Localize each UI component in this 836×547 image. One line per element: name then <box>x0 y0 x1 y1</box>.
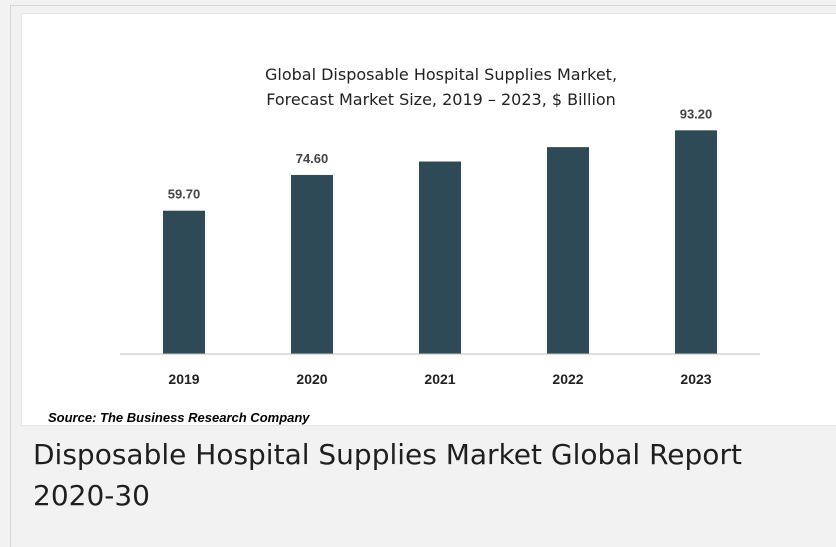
data-labels: 59.70 74.60 93.20 <box>168 106 713 201</box>
data-label-2019: 59.70 <box>168 187 201 202</box>
x-tick-2022: 2022 <box>552 371 583 387</box>
chart-title-line: Forecast Market Size, 2019 – 2023, $ Bil… <box>266 90 616 109</box>
bars <box>163 130 717 354</box>
chart-container: Global Disposable Hospital Supplies Mark… <box>21 13 836 426</box>
x-tick-2019: 2019 <box>168 371 199 387</box>
x-tick-2020: 2020 <box>296 371 327 387</box>
data-label-2023: 93.20 <box>680 106 713 121</box>
source-note: Source: The Business Research Company <box>48 410 310 425</box>
report-card: Global Disposable Hospital Supplies Mark… <box>10 5 836 547</box>
x-tick-2023: 2023 <box>680 371 711 387</box>
bar-chart: Global Disposable Hospital Supplies Mark… <box>120 65 760 387</box>
bar-2023 <box>675 130 717 354</box>
chart-title-line: Global Disposable Hospital Supplies Mark… <box>265 65 617 84</box>
report-title: Disposable Hospital Supplies Market Glob… <box>33 438 742 512</box>
x-tick-2021: 2021 <box>424 371 455 387</box>
chart-title: Global Disposable Hospital Supplies Mark… <box>265 65 617 109</box>
x-tick-labels: 2019 2020 2021 2022 2023 <box>168 371 711 387</box>
data-label-2020: 74.60 <box>296 151 329 166</box>
bar-2019 <box>163 210 205 354</box>
bar-2021 <box>419 161 461 354</box>
bar-2022 <box>547 147 589 354</box>
bar-2020 <box>291 174 333 354</box>
